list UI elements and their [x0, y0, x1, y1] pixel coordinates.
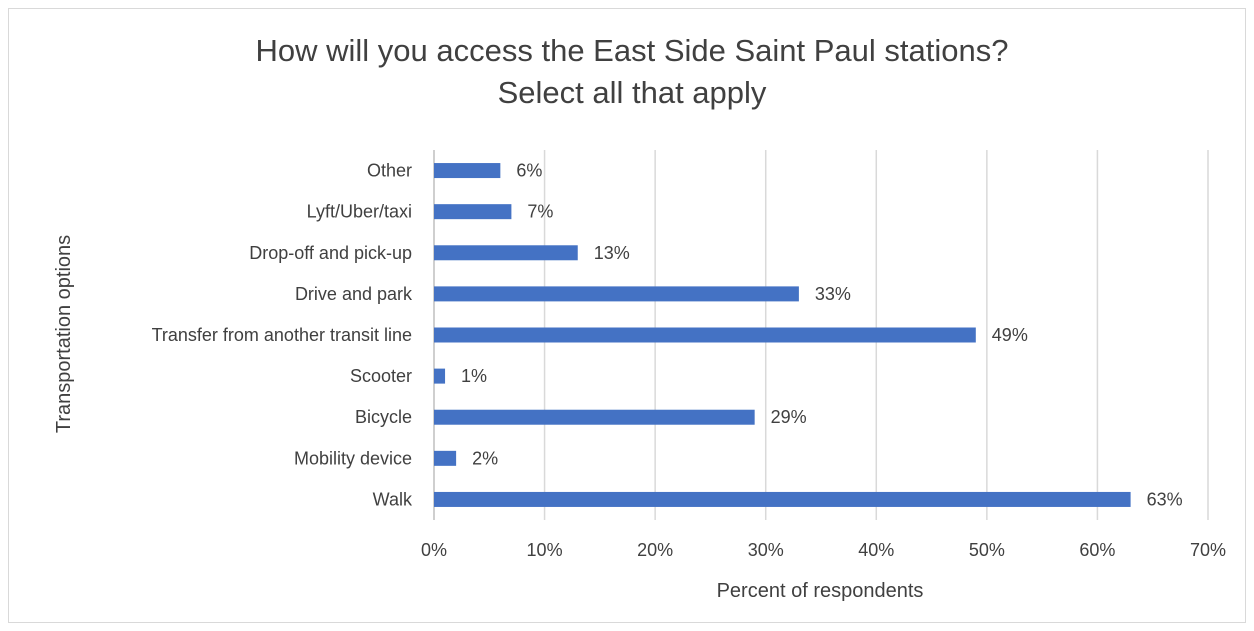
category-label: Transfer from another transit line [152, 325, 412, 345]
category-label: Drive and park [295, 284, 413, 304]
x-tick-label: 50% [969, 540, 1005, 560]
bar [434, 327, 976, 343]
data-labels: 6% 7% 13% 33% 49% 1% 29% 2% 63% [461, 161, 1183, 510]
data-label: 29% [771, 407, 807, 427]
category-label: Lyft/Uber/taxi [307, 202, 412, 222]
data-label: 2% [472, 448, 498, 468]
bar [434, 286, 799, 302]
category-label: Bicycle [355, 407, 412, 427]
bar [434, 450, 457, 466]
data-label: 13% [594, 243, 630, 263]
bar [434, 163, 501, 179]
x-tick-labels: 0% 10% 20% 30% 40% 50% 60% 70% [421, 540, 1226, 560]
x-tick-label: 20% [637, 540, 673, 560]
category-label: Walk [373, 489, 413, 509]
bar [434, 245, 578, 261]
data-label: 33% [815, 284, 851, 304]
category-labels: Other Lyft/Uber/taxi Drop-off and pick-up D… [152, 161, 413, 510]
chart-title-line: Select all that apply [498, 75, 767, 110]
category-label: Drop-off and pick-up [249, 243, 412, 263]
x-tick-label: 30% [748, 540, 784, 560]
bar [434, 368, 446, 384]
bar [434, 204, 512, 220]
chart-frame [8, 8, 1246, 623]
bar [434, 491, 1131, 507]
x-axis-title: Percent of respondents [717, 580, 924, 602]
data-label: 63% [1147, 489, 1183, 509]
data-label: 49% [992, 325, 1028, 345]
category-label: Other [367, 161, 412, 181]
chart-title-line: How will you access the East Side Saint … [256, 33, 1009, 68]
bars [434, 163, 1131, 507]
data-label: 7% [527, 202, 553, 222]
bar [434, 409, 755, 425]
category-label: Mobility device [294, 448, 412, 468]
data-label: 6% [516, 161, 542, 181]
chart-title: How will you access the East Side Saint … [256, 33, 1009, 110]
x-tick-label: 0% [421, 540, 447, 560]
x-tick-label: 10% [527, 540, 563, 560]
y-axis-title: Transportation options [53, 235, 75, 433]
x-tick-label: 60% [1079, 540, 1115, 560]
data-label: 1% [461, 366, 487, 386]
x-tick-label: 70% [1190, 540, 1226, 560]
category-label: Scooter [350, 366, 412, 386]
x-tick-label: 40% [858, 540, 894, 560]
